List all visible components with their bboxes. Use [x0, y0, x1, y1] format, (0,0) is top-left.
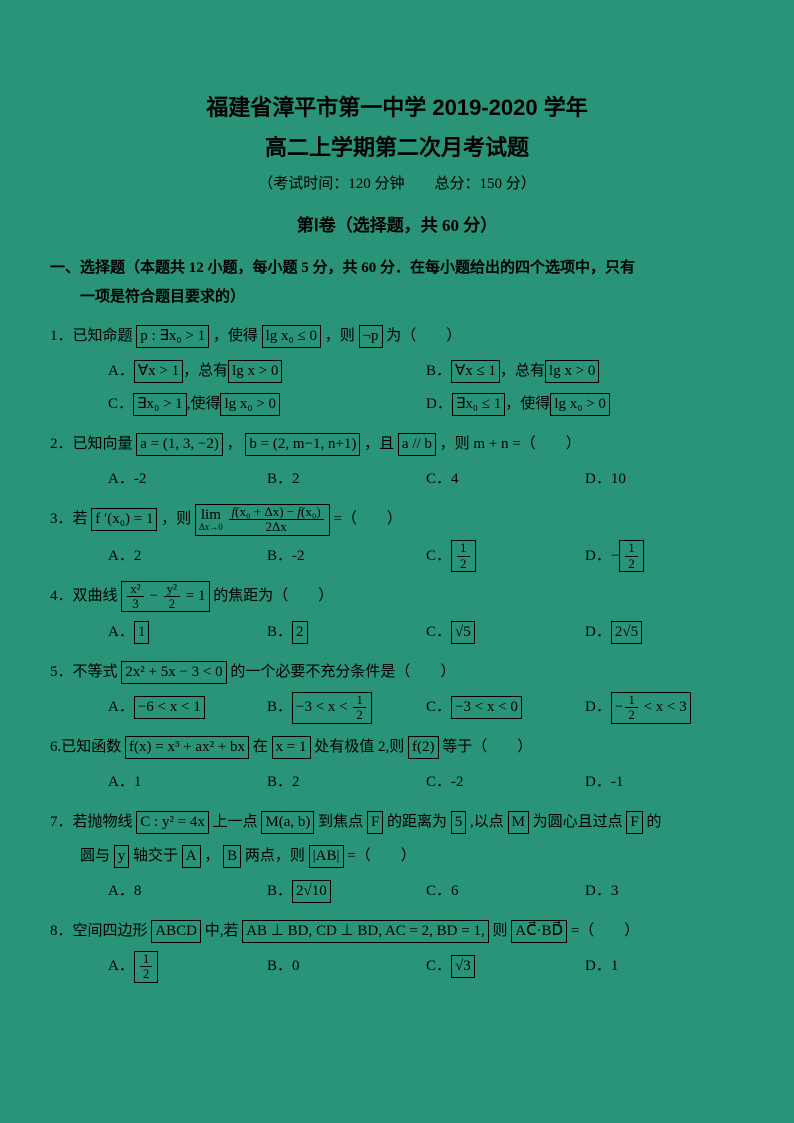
q1-opt-b: B．∀x ≤ 1，总有lg x > 0: [426, 355, 744, 388]
q5-pre: 5．不等式: [50, 664, 118, 680]
q6-opt-d: D．-1: [585, 766, 744, 799]
q1-mid1: ，使得: [213, 328, 258, 344]
q2-opt-a: A．-2: [108, 463, 267, 496]
q5-opt-d: D．−12 < x < 3: [585, 691, 744, 724]
q8-options: A．12 B．0 C．√3 D．1: [50, 950, 744, 983]
q2-box-par: a // b: [398, 433, 436, 456]
q2-opt-b: B．2: [267, 463, 426, 496]
q7-opt-b: B．2√10: [267, 875, 426, 908]
q2-options: A．-2 B．2 C．4 D．10: [50, 463, 744, 496]
q8-opt-a: A．12: [108, 950, 267, 983]
q2-box-b: b = (2, m−1, n+1): [245, 433, 360, 456]
q6-pre: 6.已知函数: [50, 739, 121, 755]
exam-page: 福建省漳平市第一中学 2019-2020 学年 高二上学期第二次月考试题 （考试…: [0, 0, 794, 1031]
q1-options: A．∀x > 1，总有lg x > 0 B．∀x ≤ 1，总有lg x > 0 …: [50, 355, 744, 421]
question-2: 2．已知向量 a = (1, 3, −2) ， b = (2, m−1, n+1…: [50, 429, 744, 459]
q1-opt-d: D．∃x₀ ≤ 1，使得lg x₀ > 0: [426, 388, 744, 421]
q5-options: A．−6 < x < 1 B．−3 < x < 12 C．−3 < x < 0 …: [50, 691, 744, 724]
q7-pre: 7．若抛物线: [50, 814, 133, 830]
question-5: 5．不等式 2x² + 5x − 3 < 0 的一个必要不充分条件是（ ）: [50, 657, 744, 687]
q4-opt-b: B．2: [267, 616, 426, 649]
q4-options: A．1 B．2 C．√5 D．2√5: [50, 616, 744, 649]
exam-info: （考试时间：120 分钟 总分：150 分）: [50, 172, 744, 193]
title-line-1: 福建省漳平市第一中学 2019-2020 学年: [50, 90, 744, 122]
q1-opt-a: A．∀x > 1，总有lg x > 0: [108, 355, 426, 388]
q3-opt-d: D．−12: [585, 540, 744, 573]
q3-opt-a: A．2: [108, 540, 267, 573]
q1-box-neg: ¬p: [359, 325, 383, 348]
q5-box: 2x² + 5x − 3 < 0: [121, 661, 226, 684]
q7-opt-d: D．3: [585, 875, 744, 908]
q4-opt-a: A．1: [108, 616, 267, 649]
question-6: 6.已知函数 f(x) = x³ + ax² + bx 在 x = 1 处有极值…: [50, 732, 744, 762]
question-1: 1．已知命题 p : ∃x₀ > 1 ，使得 lg x₀ ≤ 0 ，则 ¬p 为…: [50, 321, 744, 351]
q3-pre: 3．若: [50, 511, 88, 527]
q2-opt-d: D．10: [585, 463, 744, 496]
q6-box-f2: f(2): [408, 736, 439, 759]
question-3: 3．若 f ′(x₀) = 1 ，则 limΔx→0 f(x₀ + Δx) − …: [50, 504, 744, 536]
q5-opt-b: B．−3 < x < 12: [267, 691, 426, 724]
section-header-l1: 一、选择题（本题共 12 小题，每小题 5 分，共 60 分．在每小题给出的四个…: [50, 260, 635, 276]
q7-options: A．8 B．2√10 C．6 D．3: [50, 875, 744, 908]
q3-box-lim: limΔx→0 f(x₀ + Δx) − f(x₀)2Δx: [195, 504, 330, 536]
q8-opt-b: B．0: [267, 950, 426, 983]
part-title: 第Ⅰ卷（选择题，共 60 分）: [50, 211, 744, 236]
q1-box-p: p : ∃x₀ > 1: [136, 325, 209, 348]
q8-opt-d: D．1: [585, 950, 744, 983]
q3-opt-c: C．12: [426, 540, 585, 573]
q6-options: A．1 B．2 C．-2 D．-1: [50, 766, 744, 799]
q1-end: 为（ ）: [386, 328, 461, 344]
q5-opt-c: C．−3 < x < 0: [426, 691, 585, 724]
q1-box-lg: lg x₀ ≤ 0: [262, 325, 321, 348]
q3-opt-b: B．-2: [267, 540, 426, 573]
q5-opt-a: A．−6 < x < 1: [108, 691, 267, 724]
q2-pre: 2．已知向量: [50, 436, 133, 452]
q3-options: A．2 B．-2 C．12 D．−12: [50, 540, 744, 573]
q8-opt-c: C．√3: [426, 950, 585, 983]
question-8: 8．空间四边形 ABCD 中,若 AB ⊥ BD, CD ⊥ BD, AC = …: [50, 916, 744, 946]
title-line-2: 高二上学期第二次月考试题: [50, 130, 744, 162]
q4-opt-d: D．2√5: [585, 616, 744, 649]
q6-opt-a: A．1: [108, 766, 267, 799]
q1-mid2: ，则: [325, 328, 355, 344]
q6-box-f: f(x) = x³ + ax² + bx: [125, 736, 249, 759]
q8-pre: 8．空间四边形: [50, 923, 148, 939]
q1-opt-c: C．∃x₀ > 1,使得lg x₀ > 0: [108, 388, 426, 421]
section-header-l2: 一项是符合题目要求的）: [50, 283, 744, 312]
q3-box-f: f ′(x₀) = 1: [91, 508, 157, 531]
q4-opt-c: C．√5: [426, 616, 585, 649]
q4-pre: 4．双曲线: [50, 588, 118, 604]
section-1-header: 一、选择题（本题共 12 小题，每小题 5 分，共 60 分．在每小题给出的四个…: [50, 254, 744, 311]
q6-box-x: x = 1: [272, 736, 311, 759]
q7-opt-a: A．8: [108, 875, 267, 908]
question-4: 4．双曲线 x²3 − y²2 = 1 的焦距为（ ）: [50, 581, 744, 613]
q1-stem-pre: 1．已知命题: [50, 328, 133, 344]
q7-opt-c: C．6: [426, 875, 585, 908]
question-7-line2: 圆与 y 轴交于 A ， B 两点，则 |AB| =（ ）: [50, 841, 744, 871]
question-7: 7．若抛物线 C : y² = 4x 上一点 M(a, b) 到焦点 F 的距离…: [50, 807, 744, 837]
q6-opt-c: C．-2: [426, 766, 585, 799]
q2-box-a: a = (1, 3, −2): [136, 433, 223, 456]
q6-opt-b: B．2: [267, 766, 426, 799]
q2-opt-c: C．4: [426, 463, 585, 496]
q4-box-eq: x²3 − y²2 = 1: [121, 581, 209, 613]
